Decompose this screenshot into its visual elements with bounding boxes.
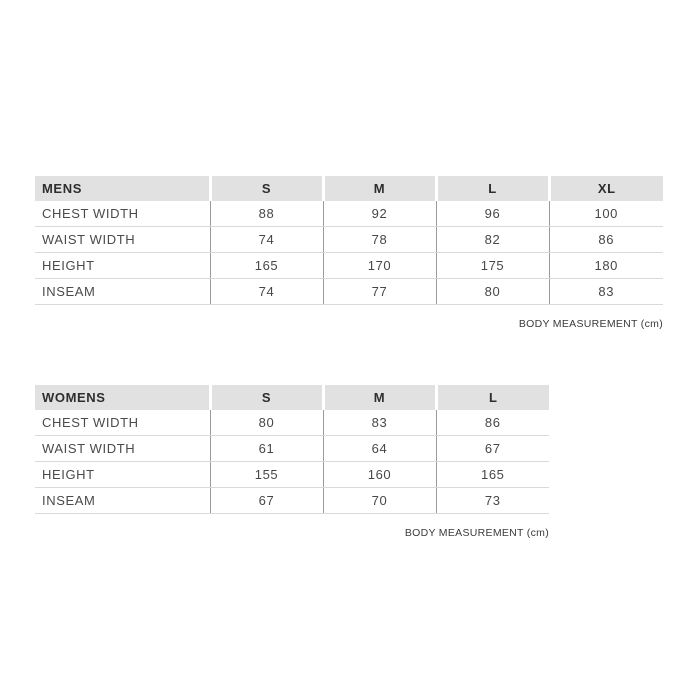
womens-table-title: WOMENS (35, 385, 210, 410)
row-label: WAIST WIDTH (35, 226, 210, 253)
table-row-chest-width: CHEST WIDTH 88 92 96 100 (35, 201, 663, 227)
value-cell: 64 (322, 435, 436, 462)
value-cell: 61 (209, 435, 323, 462)
value-cell: 88 (209, 201, 323, 227)
value-cell: 86 (548, 226, 663, 253)
row-label: INSEAM (35, 487, 210, 514)
value-cell: 74 (209, 226, 323, 253)
row-label: HEIGHT (35, 252, 210, 279)
table-row-inseam: INSEAM 74 77 80 83 (35, 278, 663, 305)
row-label: CHEST WIDTH (35, 201, 210, 227)
mens-size-table: MENS S M L XL CHEST WIDTH 88 92 96 100 W… (35, 176, 663, 305)
value-cell: 80 (209, 410, 323, 436)
value-cell: 70 (322, 487, 436, 514)
value-cell: 160 (322, 461, 436, 488)
value-cell: 78 (322, 226, 436, 253)
value-cell: 100 (548, 201, 663, 227)
value-cell: 92 (322, 201, 436, 227)
value-cell: 175 (435, 252, 549, 279)
value-cell: 165 (209, 252, 323, 279)
row-label: WAIST WIDTH (35, 435, 210, 462)
mens-col-header-m: M (321, 176, 436, 201)
value-cell: 83 (322, 410, 436, 436)
table-row-waist-width: WAIST WIDTH 61 64 67 (35, 435, 549, 462)
womens-size-table: WOMENS S M L CHEST WIDTH 80 83 86 WAIST … (35, 385, 549, 514)
womens-col-header-s: S (208, 385, 323, 410)
row-label: CHEST WIDTH (35, 410, 210, 436)
table-row-waist-width: WAIST WIDTH 74 78 82 86 (35, 226, 663, 253)
mens-size-table-block: MENS S M L XL CHEST WIDTH 88 92 96 100 W… (35, 176, 663, 330)
value-cell: 96 (435, 201, 549, 227)
value-cell: 155 (209, 461, 323, 488)
row-label: HEIGHT (35, 461, 210, 488)
value-cell: 82 (435, 226, 549, 253)
body-measurement-note: BODY MEASUREMENT (cm) (404, 527, 549, 539)
value-cell: 80 (435, 278, 549, 305)
value-cell: 74 (209, 278, 323, 305)
value-cell: 67 (435, 435, 549, 462)
value-cell: 165 (435, 461, 549, 488)
value-cell: 77 (322, 278, 436, 305)
mens-col-header-s: S (208, 176, 323, 201)
value-cell: 180 (548, 252, 663, 279)
row-label: INSEAM (35, 278, 210, 305)
body-measurement-note: BODY MEASUREMENT (cm) (518, 318, 663, 330)
mens-table-title: MENS (35, 176, 210, 201)
table-row-height: HEIGHT 165 170 175 180 (35, 252, 663, 279)
value-cell: 73 (435, 487, 549, 514)
value-cell: 83 (548, 278, 663, 305)
womens-header-row: WOMENS S M L (35, 385, 549, 410)
table-row-inseam: INSEAM 67 70 73 (35, 487, 549, 514)
value-cell: 170 (322, 252, 436, 279)
table-row-height: HEIGHT 155 160 165 (35, 461, 549, 488)
mens-col-header-xl: XL (547, 176, 663, 201)
womens-col-header-l: L (434, 385, 549, 410)
value-cell: 67 (209, 487, 323, 514)
table-row-chest-width: CHEST WIDTH 80 83 86 (35, 410, 549, 436)
mens-header-row: MENS S M L XL (35, 176, 663, 201)
mens-col-header-l: L (434, 176, 549, 201)
value-cell: 86 (435, 410, 549, 436)
womens-size-table-block: WOMENS S M L CHEST WIDTH 80 83 86 WAIST … (35, 385, 549, 539)
womens-col-header-m: M (321, 385, 436, 410)
